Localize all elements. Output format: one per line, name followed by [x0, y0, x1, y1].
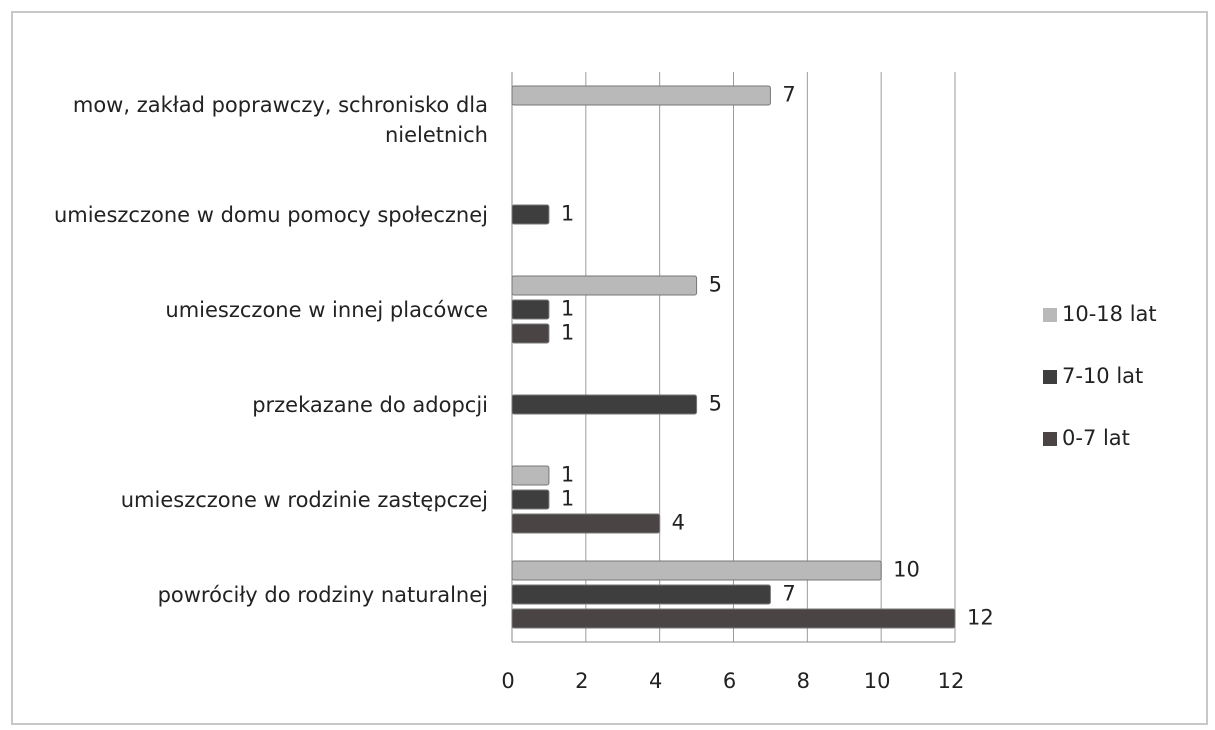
y-tick-label: mow, zakład poprawczy, schronisko dla ni…	[72, 92, 488, 147]
data-label: 4	[672, 511, 685, 535]
y-tick-label: umieszczone w innej placówce	[165, 297, 488, 322]
x-tick-label: 10	[864, 669, 891, 693]
bar	[511, 489, 550, 510]
bar	[511, 608, 956, 629]
data-label: 10	[893, 558, 920, 582]
legend-swatch	[1043, 432, 1057, 446]
bar	[511, 204, 550, 225]
legend-swatch	[1043, 308, 1057, 322]
legend-label: 10-18 lat	[1062, 302, 1157, 326]
legend-label: 7-10 lat	[1062, 364, 1143, 388]
x-tick-label: 4	[649, 669, 662, 693]
bar	[511, 560, 882, 581]
bar	[511, 299, 550, 320]
bar	[511, 513, 661, 534]
data-label: 1	[561, 487, 574, 511]
data-label: 5	[709, 392, 722, 416]
bar	[511, 275, 698, 296]
bar	[511, 394, 698, 415]
legend-label: 0-7 lat	[1062, 426, 1130, 450]
data-label: 5	[709, 273, 722, 297]
bar	[511, 465, 550, 486]
bar	[511, 85, 771, 106]
y-tick-label: umieszczone w rodzinie zastępczej	[120, 487, 488, 512]
data-label: 1	[561, 463, 574, 487]
frame	[11, 11, 1208, 725]
y-tick-label: przekazane do adopcji	[252, 392, 488, 417]
x-tick-label: 8	[797, 669, 810, 693]
x-tick-label: 6	[723, 669, 736, 693]
x-tick-label: 0	[501, 669, 514, 693]
data-label: 7	[782, 83, 795, 107]
y-tick-label: powróciły do rodziny naturalnej	[157, 582, 488, 607]
data-label: 1	[561, 297, 574, 321]
bar	[511, 584, 771, 605]
bar	[511, 323, 550, 344]
legend-swatch	[1043, 370, 1057, 384]
data-label: 1	[561, 321, 574, 345]
data-label: 12	[967, 606, 994, 630]
y-tick-label: umieszczone w domu pomocy społecznej	[53, 202, 488, 227]
data-label: 7	[782, 582, 795, 606]
x-tick-label: 2	[575, 669, 588, 693]
data-label: 1	[561, 202, 574, 226]
x-tick-label: 12	[938, 669, 965, 693]
